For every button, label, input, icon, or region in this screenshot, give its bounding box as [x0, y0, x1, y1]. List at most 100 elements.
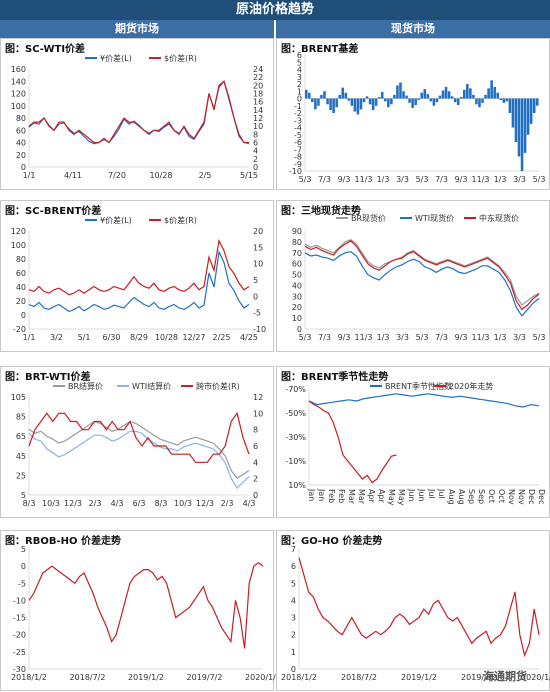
data-bar [493, 86, 496, 99]
x-tick-label: 10/28 [149, 171, 172, 180]
x-tick-label: 9/3 [455, 175, 468, 184]
y-tick-label: 20 [16, 151, 26, 160]
y2-tick-label: -10 [253, 325, 266, 334]
data-bar [438, 95, 442, 99]
y2-tick-label: 2 [253, 475, 258, 484]
data-bar [356, 98, 360, 115]
y-tick-label: 25 [16, 471, 26, 480]
x-tick-label: 10/28 [155, 333, 178, 342]
y2-tick-label: -5 [253, 309, 261, 318]
chart-brent-basis: 图：BRENT基差 -10 -9 -8 -7 -6 -5 -4 -3 -2 -1 0 1 2 3 4 5 6 5/… [276, 38, 550, 190]
x-tick-label: 10/3 [174, 499, 192, 508]
y2-tick-label: 4 [253, 458, 258, 467]
data-bar [475, 98, 478, 105]
data-bar [459, 97, 463, 99]
x-tick-label: 5/3 [416, 333, 429, 342]
y-tick-label: 5 [21, 545, 26, 554]
y-tick-label: 60 [292, 260, 302, 269]
legend-label: ¥价差(L) [100, 215, 132, 225]
data-bar [505, 98, 509, 102]
data-bar [396, 85, 399, 99]
x-tick-label: Nov [507, 489, 516, 505]
y-tick-label: 6 [291, 562, 296, 571]
data-bar [347, 98, 351, 101]
data-bar [441, 90, 445, 99]
data-bar [308, 92, 311, 99]
data-bar [502, 98, 506, 103]
y-tick-label: 40 [292, 281, 302, 290]
chart-rbob-ho: 图：RBOB-HO 价差走势 -30 -25 -20 -15 -10 -5 0 5 2018/1… [0, 530, 281, 691]
chart-title: 图：SC-WTI价差 [5, 44, 86, 55]
chart-title: 图：BRENT季节性走势 [281, 372, 389, 383]
data-bar [508, 98, 512, 113]
y-tick-label: 6 [297, 51, 302, 60]
chart-title: 图：三地现货走势 [281, 206, 361, 217]
x-tick-label: 2020/1/2 [521, 673, 550, 682]
y2-tick-label: 8 [253, 426, 258, 435]
data-bar [535, 98, 539, 106]
x-tick-label: 7/3 [318, 333, 331, 342]
data-bar [362, 98, 366, 103]
x-tick-label: Apr [377, 489, 386, 504]
chart-title: 图：BRENT基差 [281, 44, 359, 55]
y-tick-label: 140 [11, 77, 26, 86]
x-tick-label: 2/25 [213, 333, 231, 342]
x-tick-label: 9/3 [338, 333, 351, 342]
y-tick-label: 10 [292, 314, 302, 323]
data-bar [371, 98, 375, 111]
x-tick-label: 5/3 [299, 175, 312, 184]
x-tick-label: 7/3 [318, 175, 331, 184]
y2-tick-label: 20 [253, 81, 263, 90]
series-line [308, 400, 397, 484]
y2-tick-label: 6 [253, 139, 258, 148]
x-tick-label: 11/3 [355, 333, 373, 342]
series-line [28, 561, 264, 649]
y2-tick-label: 12 [253, 114, 263, 123]
x-tick-label: 5/15 [240, 171, 258, 180]
x-tick-label: 3/3 [396, 333, 409, 342]
data-bar [323, 91, 326, 99]
y-tick-label: 0 [297, 95, 302, 104]
data-bar [393, 94, 396, 99]
chart-go-ho: 图：GO-HO 价差走势 0 1 2 3 4 5 6 7 2018/1/2 2018/7/2 201… [276, 530, 550, 691]
data-bar [426, 94, 430, 99]
futures-header: 期货市场 [0, 20, 274, 38]
data-bar [472, 94, 475, 99]
y-tick-label: 0 [21, 562, 26, 571]
y-tick-label: 60 [16, 126, 26, 135]
x-tick-label: 5/3 [416, 175, 429, 184]
chart-sc-wti-spread: 图：SC-WTI价差 0 20 40 60 80 100 120 140 160 0 2 4 6 8 10 1… [0, 38, 274, 190]
data-bar [380, 91, 384, 99]
data-bar [435, 98, 439, 103]
chart-sc-brent-spread: 图：SC-BRENT价差 -20 0 20 40 60 80 100 120 -10 -5 0 5 10… [0, 200, 274, 352]
data-bar [359, 98, 363, 110]
y-tick-label: 0 [291, 665, 296, 674]
legend-label: $价差(R) [164, 53, 197, 63]
chart-svg: -20 0 20 40 60 80 100 120 -10 -5 0 5 10 15 20 1/1 3/2 5/1… [11, 215, 266, 342]
y-tick-label: 105 [11, 393, 26, 402]
data-bar [411, 98, 414, 108]
data-bar [338, 94, 341, 99]
series-line [28, 430, 250, 490]
x-tick-label: Jan [317, 488, 326, 501]
y-tick-label: 50 [292, 271, 302, 280]
chart-svg: -30 -25 -20 -15 -10 -5 0 5 2018/1/2 2018/7/2 2019/… [11, 545, 281, 682]
y2-tick-label: 12 [253, 393, 263, 402]
x-tick-label: Dec [527, 489, 536, 504]
y-tick-label: 5 [297, 58, 302, 67]
y2-tick-label: 10 [253, 409, 263, 418]
y2-tick-label: 16 [253, 98, 263, 107]
series-line [28, 238, 250, 296]
y-tick-label: 30 [292, 292, 302, 301]
x-tick-label: 1/1 [23, 171, 36, 180]
y-tick-label: 0 [297, 325, 302, 334]
y2-tick-label: 0 [253, 163, 258, 172]
x-tick-label: 2018/7/2 [70, 673, 106, 682]
x-tick-label: 2/3 [89, 499, 102, 508]
x-tick-label: Sep [467, 489, 476, 504]
y-tick-label: -30 [13, 665, 26, 674]
legend-label: 中东现货价 [479, 213, 519, 223]
x-tick-label: Aug [447, 489, 456, 505]
legend-label: $价差(R) [164, 215, 197, 225]
x-tick-label: 2019/7/2 [187, 673, 223, 682]
